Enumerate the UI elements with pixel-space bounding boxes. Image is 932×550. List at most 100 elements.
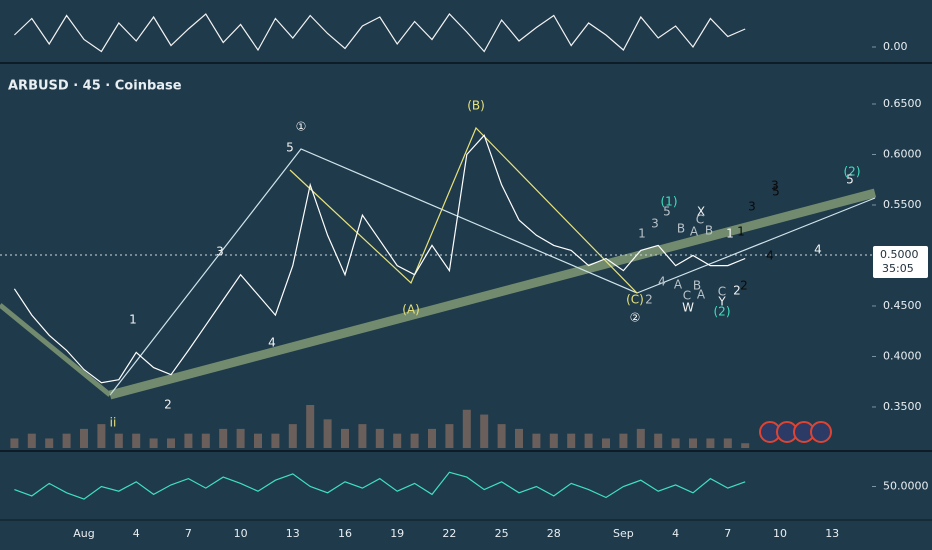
wave-label: B (705, 224, 713, 238)
volume-bar (80, 428, 88, 448)
x-tick-label: 25 (495, 527, 509, 540)
flag-icon (810, 421, 832, 443)
x-tick-label: 22 (442, 527, 456, 540)
volume-bar (549, 433, 558, 448)
wave-label: A (697, 288, 706, 302)
wave-label: X (697, 205, 705, 219)
x-tick-label: 13 (286, 527, 300, 540)
volume-bar (201, 433, 210, 448)
volume-bar (288, 424, 297, 448)
series-line (13, 134, 746, 384)
y-tick-label: 0.4500 (883, 299, 922, 312)
wave-label: (1) (661, 195, 678, 209)
volume-bar (254, 433, 262, 448)
y-tick-label: 50.0000 (883, 480, 929, 493)
volume-bar (636, 428, 645, 448)
flags (759, 421, 832, 443)
volume-bar (323, 419, 332, 448)
volume-bar (671, 438, 680, 448)
wave-label: 5 (663, 205, 671, 219)
y-tick-label: 0.6500 (883, 97, 922, 110)
wave-label: 3 (216, 245, 224, 259)
wave-label: ① (296, 120, 307, 134)
wave-label: 1 (638, 227, 646, 241)
price-tag (873, 246, 928, 278)
volume-bar (306, 405, 315, 448)
volume-bar (219, 428, 228, 448)
chart-title: ARBUSD · 45 · Coinbase (8, 79, 182, 94)
volume-bar (741, 443, 750, 448)
x-tick-label: 16 (338, 527, 352, 540)
volume-bar (689, 438, 697, 448)
series-line (14, 471, 746, 500)
wave-label: 2 (164, 398, 172, 412)
volume-bar (375, 428, 384, 448)
wave-label: 4 (814, 243, 822, 257)
volume-bar (723, 438, 732, 448)
y-tick-label: 0.00 (883, 40, 908, 53)
wave-label: 4 (766, 249, 774, 263)
wave-label: 5 (772, 185, 780, 199)
y-tick-label: 0.5500 (883, 198, 922, 211)
trend-band (108, 188, 877, 400)
wave-label: B (677, 222, 685, 236)
volume-bar (10, 438, 19, 448)
x-tick-label: 13 (825, 527, 839, 540)
countdown: 35:05 (882, 262, 914, 275)
wave-label: ② (630, 311, 641, 325)
wave-label: Y (717, 295, 726, 309)
volume-bar (114, 433, 123, 448)
y-tick-label: 0.4000 (883, 349, 922, 362)
wave-label: A (690, 225, 699, 239)
wave-label: 3 (651, 217, 659, 231)
volume-bar (341, 428, 349, 448)
volume-bar (45, 438, 54, 448)
volume-bar (515, 428, 523, 448)
wave-label: 2 (733, 284, 741, 298)
wave-label: (B) (467, 99, 485, 113)
volume-bar (654, 433, 663, 448)
wave-label: 1 (726, 227, 734, 241)
wave-label: 5 (846, 173, 854, 187)
volume-bar (567, 433, 576, 448)
volume-bar (184, 433, 193, 448)
trend-band (0, 303, 112, 397)
wave-label: 3 (771, 179, 779, 193)
volume-bar (480, 414, 489, 448)
x-tick-label: 10 (773, 527, 787, 540)
volume-bar (149, 438, 158, 448)
abc-line (289, 126, 638, 294)
volume-bar (497, 424, 506, 448)
x-tick-label: 4 (672, 527, 679, 540)
wave-label: W (682, 301, 694, 315)
wave-label: 4 (268, 336, 276, 350)
volume-bar (132, 433, 141, 448)
x-tick-label: Sep (613, 527, 634, 540)
x-tick-label: 4 (133, 527, 140, 540)
volume-bar (428, 428, 436, 448)
wave-label: (C) (626, 293, 644, 307)
wave-label: 5 (286, 141, 294, 155)
wave-label: ii (110, 416, 117, 430)
x-tick-label: Aug (73, 527, 94, 540)
x-tick-label: 28 (547, 527, 561, 540)
wave-label: 4 (658, 275, 666, 289)
volume-bar (706, 438, 715, 448)
wave-label: (2) (844, 165, 861, 179)
volume-bar (27, 433, 36, 448)
volume-bar (602, 438, 610, 448)
wave-label: C (718, 285, 726, 299)
wave-label: 1 (737, 225, 745, 239)
y-tick-label: 0.6000 (883, 147, 922, 160)
volume-bar (271, 433, 280, 448)
wave-label: C (683, 289, 691, 303)
wave-label: 2 (645, 293, 653, 307)
volume-bar (236, 428, 245, 448)
volume-bar (532, 433, 541, 448)
volume-bar (358, 424, 367, 448)
volume-bar (619, 433, 628, 448)
volume-bar (393, 433, 402, 448)
volume-bar (167, 438, 175, 448)
wave-label: 2 (740, 279, 748, 293)
